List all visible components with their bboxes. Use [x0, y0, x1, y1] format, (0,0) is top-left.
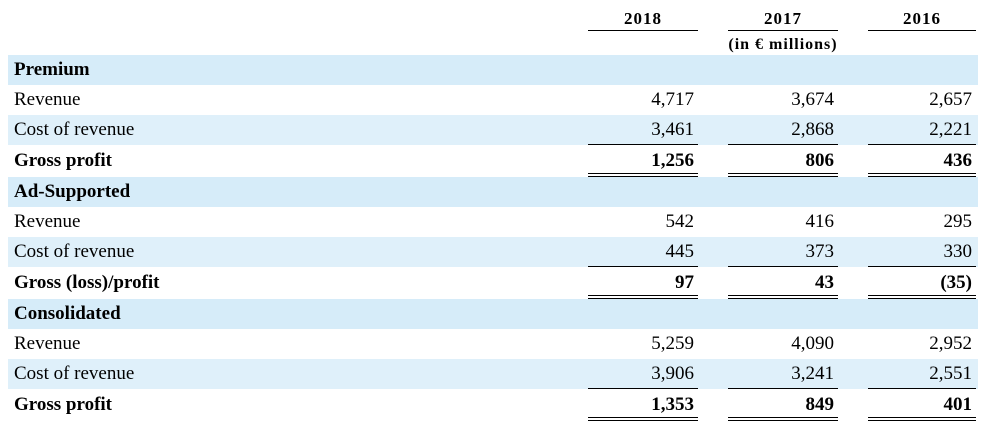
cell-2016: (35) — [940, 272, 972, 293]
total-row: Gross (loss)/profit 97 43 (35) — [8, 267, 978, 299]
cell-2016: 2,657 — [929, 89, 972, 110]
cell-2016: 330 — [868, 237, 976, 267]
cell-2017: 2,868 — [728, 115, 838, 145]
section-title: Consolidated — [14, 303, 121, 324]
row-label: Cost of revenue — [14, 119, 135, 140]
table-header: 2018 2017 2016 (in € millions) — [0, 0, 1000, 54]
row-label: Cost of revenue — [14, 363, 135, 384]
cell-2016: 2,551 — [868, 359, 976, 389]
row-label: Revenue — [14, 89, 81, 110]
row-label: Gross profit — [14, 150, 112, 171]
table-row: Cost of revenue 3,906 3,241 2,551 — [8, 359, 978, 389]
cell-2016: 2,952 — [929, 333, 972, 354]
cell-2016: 436 — [943, 150, 973, 171]
double-underline — [728, 173, 838, 177]
double-underline — [728, 417, 838, 421]
cell-2017: 3,674 — [791, 89, 834, 110]
row-label: Revenue — [14, 211, 81, 232]
cell-2018: 445 — [588, 237, 698, 267]
column-header-2017: 2017 — [728, 8, 838, 31]
cell-2016: 295 — [943, 211, 973, 232]
cell-2018: 5,259 — [651, 333, 694, 354]
double-underline — [868, 295, 976, 299]
cell-2018: 3,461 — [588, 115, 698, 145]
row-label: Cost of revenue — [14, 241, 135, 262]
table-row: Revenue 5,259 4,090 2,952 — [8, 329, 978, 359]
section-header-consolidated: Consolidated — [8, 299, 978, 329]
section-header-ad-supported: Ad-Supported — [8, 177, 978, 207]
cell-2018: 1,353 — [651, 394, 694, 415]
double-underline — [868, 173, 976, 177]
column-header-2016: 2016 — [868, 8, 976, 31]
row-label: Revenue — [14, 333, 81, 354]
section-title: Premium — [14, 59, 90, 80]
double-underline — [588, 173, 698, 177]
table-row: Cost of revenue 3,461 2,868 2,221 — [8, 115, 978, 145]
row-label: Gross profit — [14, 394, 112, 415]
cell-2018: 1,256 — [651, 150, 694, 171]
cell-2017: 373 — [728, 237, 838, 267]
section-title: Ad-Supported — [14, 181, 131, 202]
cell-2016: 401 — [943, 394, 973, 415]
table-row: Cost of revenue 445 373 330 — [8, 237, 978, 267]
double-underline — [588, 295, 698, 299]
cell-2018: 97 — [675, 272, 694, 293]
column-header-2018: 2018 — [588, 8, 698, 31]
cell-2018: 4,717 — [651, 89, 694, 110]
cell-2017: 43 — [815, 272, 834, 293]
table-row: Revenue 4,717 3,674 2,657 — [8, 85, 978, 115]
table-row: Revenue 542 416 295 — [8, 207, 978, 237]
double-underline — [588, 417, 698, 421]
row-label: Gross (loss)/profit — [14, 272, 160, 293]
total-row: Gross profit 1,256 806 436 — [8, 145, 978, 177]
double-underline — [728, 295, 838, 299]
cell-2017: 416 — [805, 211, 835, 232]
cell-2018: 542 — [665, 211, 695, 232]
cell-2017: 4,090 — [791, 333, 834, 354]
cell-2016: 2,221 — [868, 115, 976, 145]
unit-label: (in € millions) — [728, 36, 838, 53]
cell-2017: 3,241 — [728, 359, 838, 389]
cell-2018: 3,906 — [588, 359, 698, 389]
total-row: Gross profit 1,353 849 401 — [8, 389, 978, 421]
cell-2017: 849 — [805, 394, 835, 415]
section-header-premium: Premium — [8, 55, 978, 85]
double-underline — [868, 417, 976, 421]
gross-profit-table: Premium Revenue 4,717 3,674 2,657 Cost o… — [8, 55, 978, 421]
cell-2017: 806 — [805, 150, 835, 171]
